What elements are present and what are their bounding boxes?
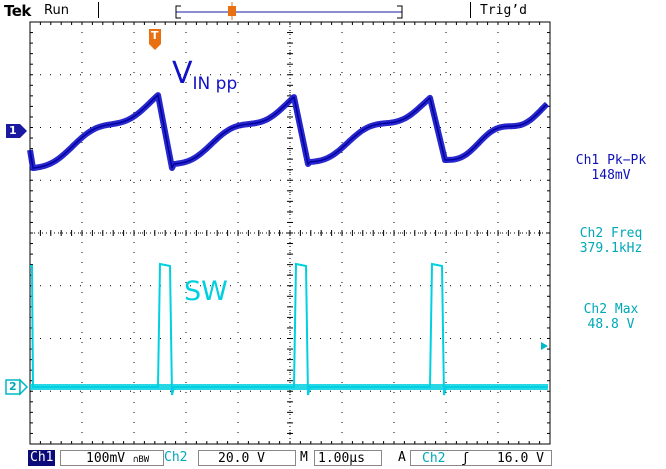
ch2-marker-label: 2 xyxy=(9,380,17,393)
ch1-bandwidth-limit-icon: ∩BW xyxy=(132,455,150,465)
measurement-value: 48.8 V xyxy=(587,317,635,332)
measurement-ch1-pkpk: Ch1 Pk−Pk 148mV xyxy=(556,153,666,183)
timebase-box[interactable]: 1.00µs xyxy=(314,450,382,466)
brand-logo: Tek xyxy=(4,2,31,20)
ch2-scale: 20.0 V xyxy=(218,451,265,466)
ch1-scale: 100mV xyxy=(86,451,126,466)
trigger-source: Ch2 xyxy=(422,451,446,466)
timebase: 1.00µs xyxy=(318,451,365,466)
trigger-marker-label: T xyxy=(151,29,159,42)
trigger-status: Trig’d xyxy=(480,3,527,18)
ch1-tag[interactable]: Ch1 xyxy=(28,450,56,466)
divider xyxy=(470,2,471,18)
measurement-ch2-max: Ch2 Max 48.8 V xyxy=(556,302,666,332)
trigger-box[interactable]: Ch2 ʃ 16.0 V xyxy=(410,450,552,466)
run-state[interactable]: Run xyxy=(44,3,69,18)
measurement-value: 148mV xyxy=(591,168,631,183)
ch1-waveform-core xyxy=(29,94,548,169)
status-bar: Tek Run Trig’d xyxy=(0,0,666,22)
measurement-title: Ch2 Freq xyxy=(579,226,643,241)
ch1-trace-label: VIN pp xyxy=(172,56,238,94)
ch2-baseline-band xyxy=(30,384,548,390)
divider xyxy=(98,2,99,18)
measurement-title: Ch1 Pk−Pk xyxy=(575,153,647,168)
ch1-marker-label: 1 xyxy=(9,124,17,137)
settings-bar: Ch1 100mV ∩BW Ch2 20.0 V M 1.00µs A Ch2 … xyxy=(0,448,666,469)
trigger-position-marker[interactable] xyxy=(149,29,161,50)
ch2-trace-label: SW xyxy=(184,276,228,307)
ch2-scale-box[interactable]: 20.0 V xyxy=(198,450,296,466)
acquisition-tag: A xyxy=(398,450,406,465)
timebase-tag: M xyxy=(300,450,308,465)
ch1-scale-box[interactable]: 100mV ∩BW xyxy=(60,450,164,466)
trigger-level-arrow[interactable] xyxy=(541,342,548,350)
ch2-ground-marker[interactable] xyxy=(5,378,29,396)
measurement-ch2-freq: Ch2 Freq 379.1kHz xyxy=(556,226,666,256)
graticule xyxy=(29,21,551,445)
ch1-ground-marker[interactable] xyxy=(6,124,27,138)
record-position-bar xyxy=(175,2,403,20)
ch2-tag[interactable]: Ch2 xyxy=(164,450,188,465)
trigger-level: 16.0 V xyxy=(496,451,544,466)
ch1-waveform xyxy=(27,92,550,171)
ch2-waveform xyxy=(30,262,548,396)
measurement-value: 379.1kHz xyxy=(579,241,643,256)
trigger-slope-icon: ʃ xyxy=(461,451,470,466)
measurement-title: Ch2 Max xyxy=(583,302,639,317)
